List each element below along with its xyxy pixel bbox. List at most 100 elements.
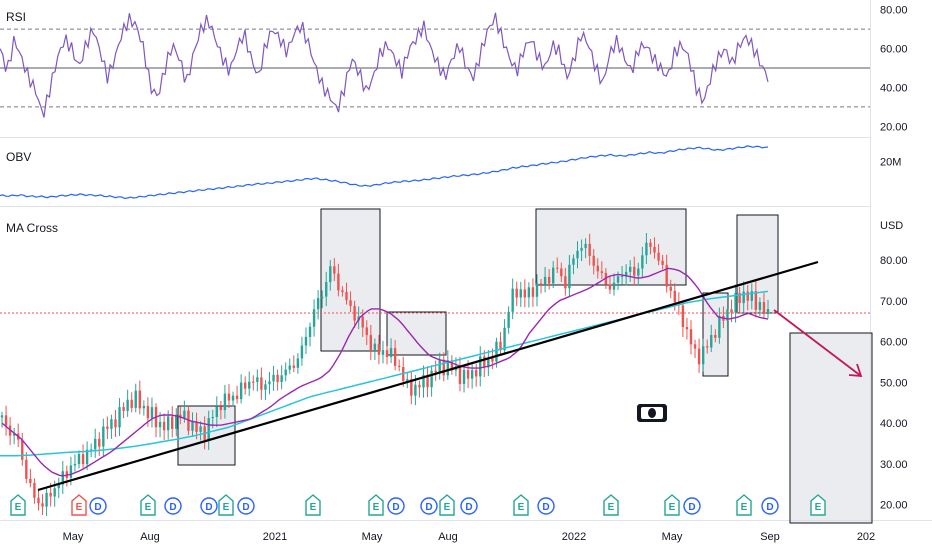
- dividend-letter: D: [688, 502, 695, 513]
- candle-body: [235, 395, 239, 400]
- candle-body: [746, 291, 749, 301]
- candle-body: [191, 421, 194, 431]
- candle-body: [568, 264, 571, 289]
- price-tick: 70.00: [880, 296, 908, 308]
- candle-body: [175, 414, 178, 429]
- time-label: May: [63, 531, 84, 543]
- dividend-marker[interactable]: D: [89, 497, 107, 515]
- dividend-letter: D: [542, 502, 549, 513]
- candle-body: [754, 291, 758, 310]
- earnings-marker[interactable]: E: [368, 494, 384, 516]
- earnings-marker[interactable]: E: [603, 494, 619, 516]
- candle-body: [337, 273, 340, 291]
- candle-body: [94, 438, 97, 450]
- candle-body: [12, 433, 16, 436]
- dividend-marker[interactable]: D: [237, 497, 255, 515]
- candle-body: [0, 415, 4, 418]
- candle-body: [612, 282, 616, 290]
- candle-body: [106, 426, 109, 429]
- candle-body: [406, 379, 409, 381]
- candle-body: [742, 291, 745, 304]
- candle-body: [726, 309, 729, 321]
- dividend-marker[interactable]: D: [683, 497, 701, 515]
- candle-body: [511, 288, 514, 312]
- time-label: 2021: [263, 531, 287, 543]
- earnings-marker[interactable]: E: [71, 494, 87, 516]
- candle-body: [426, 375, 429, 388]
- earnings-marker[interactable]: E: [140, 494, 156, 516]
- candle-body: [146, 405, 150, 419]
- candle-body: [624, 271, 628, 277]
- candle-body: [215, 406, 219, 418]
- dividend-letter: D: [392, 502, 399, 513]
- rsi-axis: 80.00 60.00 40.00 20.00: [880, 5, 908, 134]
- earnings-letter: E: [741, 502, 748, 513]
- rsi-tick-40: 40.00: [880, 82, 908, 94]
- candle-body: [377, 343, 381, 355]
- earnings-marker[interactable]: E: [10, 494, 26, 516]
- candle-body: [645, 242, 648, 256]
- candle-body: [576, 250, 579, 259]
- price-pane-title: MA Cross: [6, 221, 58, 235]
- candle-body: [762, 302, 766, 315]
- candle-body: [98, 438, 101, 447]
- rsi-pane-title: RSI: [6, 10, 26, 24]
- annotation-box[interactable]: [789, 332, 873, 524]
- candle-body: [276, 374, 279, 382]
- earnings-letter: E: [608, 502, 615, 513]
- earnings-marker[interactable]: E: [513, 494, 529, 516]
- trend-line[interactable]: [37, 260, 819, 492]
- earnings-marker[interactable]: E: [305, 494, 321, 516]
- time-label: Sep: [760, 531, 780, 543]
- candle-body: [162, 421, 166, 431]
- candle-body: [33, 482, 36, 498]
- candle-body: [616, 276, 620, 283]
- candle-body: [418, 384, 421, 388]
- candle-body: [256, 377, 259, 382]
- candle-body: [333, 266, 336, 274]
- candle-body: [25, 459, 28, 479]
- earnings-marker[interactable]: E: [810, 494, 826, 516]
- candle-body: [353, 306, 356, 321]
- candle-body: [462, 370, 466, 384]
- candle-body: [572, 258, 575, 265]
- dividend-marker[interactable]: D: [387, 497, 405, 515]
- dividend-marker[interactable]: D: [460, 497, 478, 515]
- dividend-marker[interactable]: D: [761, 497, 779, 515]
- earnings-letter: E: [373, 502, 380, 513]
- candle-body: [280, 375, 283, 382]
- dividend-marker[interactable]: D: [164, 497, 182, 515]
- candle-body: [633, 266, 636, 276]
- candle-body: [248, 381, 251, 389]
- earnings-marker[interactable]: E: [439, 494, 455, 516]
- candle-body: [592, 255, 595, 266]
- candle-body: [239, 382, 243, 400]
- candle-body: [102, 426, 105, 447]
- earnings-marker[interactable]: E: [664, 494, 680, 516]
- dividend-marker[interactable]: D: [200, 497, 218, 515]
- earnings-marker[interactable]: E: [736, 494, 752, 516]
- earnings-marker[interactable]: E: [218, 494, 234, 516]
- banknote-icon[interactable]: [637, 404, 667, 422]
- price-axis: USD 80.00 70.00 60.00 50.00 40.00 30.00 …: [880, 220, 908, 512]
- candle-body: [535, 283, 539, 297]
- candle-body: [693, 344, 697, 349]
- price-tick: 50.00: [880, 377, 908, 389]
- candle-body: [584, 243, 587, 249]
- dividend-marker[interactable]: D: [537, 497, 555, 515]
- candle-body: [329, 266, 332, 283]
- candle-body: [438, 359, 441, 373]
- candle-body: [681, 305, 685, 328]
- projection-arrow[interactable]: [773, 309, 863, 378]
- candle-body: [73, 463, 77, 466]
- dividend-marker[interactable]: D: [420, 497, 438, 515]
- candle-body: [122, 407, 125, 411]
- candle-body: [689, 329, 693, 345]
- annotation-box[interactable]: [535, 208, 687, 286]
- candle-body: [483, 356, 486, 368]
- candle-body: [158, 421, 162, 428]
- candle-body: [142, 405, 146, 409]
- rsi-tick-60: 60.00: [880, 44, 908, 56]
